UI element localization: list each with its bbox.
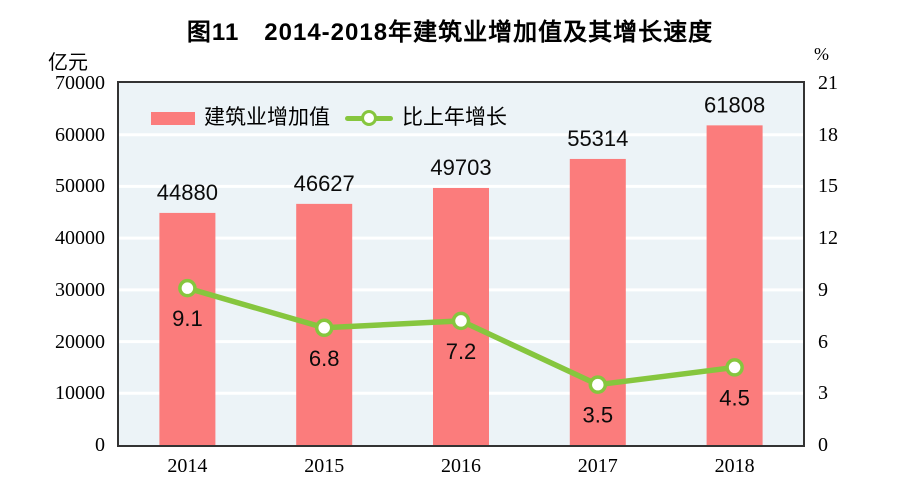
y-axis-tick-right-21: 21	[818, 72, 838, 94]
x-axis-label-2015: 2015	[304, 455, 345, 477]
bar-value-label-2015: 46627	[294, 171, 355, 196]
y-axis-tick-left-60000: 60000	[55, 123, 105, 146]
y-axis-tick-left-20000: 20000	[55, 330, 105, 353]
line-value-label-2016: 7.2	[446, 339, 477, 364]
line-value-label-2017: 3.5	[583, 403, 614, 428]
line-point-marker-2017	[588, 375, 608, 394]
legend: 建筑业增加值 比上年增长	[151, 105, 507, 131]
line-value-label-2014: 9.1	[172, 306, 203, 331]
bar-value-label-2017: 55314	[567, 126, 628, 151]
y-axis-tick-right-3: 3	[818, 382, 828, 405]
y-axis-tick-left-40000: 40000	[55, 227, 105, 250]
y-axis-tick-left-10000: 10000	[55, 382, 105, 405]
bar-2018	[706, 125, 763, 445]
line-point-marker-2014	[178, 278, 197, 298]
y-axis-tick-right-0: 0	[818, 434, 828, 456]
x-axis-label-2017: 2017	[577, 455, 618, 477]
y-axis-tick-right-6: 6	[818, 330, 828, 353]
legend-label-bar-series: 建筑业增加值	[204, 106, 330, 129]
y-axis-tick-right-12: 12	[818, 227, 838, 250]
x-axis-label-2014: 2014	[167, 455, 208, 477]
bar-value-label-2014: 44880	[157, 180, 218, 205]
line-point-marker-2018	[725, 358, 744, 377]
x-axis-label-2016: 2016	[441, 455, 481, 477]
bar-2017	[569, 158, 626, 445]
line-value-label-2015: 6.8	[309, 346, 340, 371]
bar-value-label-2018: 61808	[704, 92, 765, 117]
line-point-marker-2016	[451, 311, 471, 331]
y-axis-tick-left-50000: 50000	[55, 175, 105, 198]
y-axis-tick-right-15: 15	[818, 175, 838, 198]
right-axis-unit-label: %	[814, 44, 829, 64]
legend-line-marker-icon	[361, 110, 377, 126]
legend-line-swatch	[345, 108, 393, 128]
plot-canvas: 44880 46627 49703 55314 61808 9.1 6.8 7.2 3.5 4.5	[119, 92, 803, 445]
y-axis-tick-right-9: 9	[818, 278, 828, 301]
line-value-label-2018: 4.5	[719, 385, 750, 410]
y-axis-tick-right-18: 18	[818, 123, 838, 146]
bar-2014	[159, 212, 216, 445]
bar-value-label-2016: 49703	[430, 155, 491, 180]
chart-title: 图11 2014-2018年建筑业增加值及其增长速度	[186, 19, 714, 46]
legend-bar-swatch	[151, 111, 195, 125]
y-axis-tick-left-0: 0	[95, 434, 105, 456]
plot-area: 44880 46627 49703 55314 61808 9.1 6.8 7.2 3.5 4.5	[117, 81, 805, 447]
line-point-marker-2015	[314, 318, 334, 338]
y-axis-tick-left-70000: 70000	[55, 72, 105, 94]
left-axis-unit-label: 亿元	[48, 52, 88, 74]
legend-label-line-series: 比上年增长	[402, 106, 507, 129]
y-axis-tick-left-30000: 30000	[55, 278, 105, 301]
x-axis-label-2018: 2018	[714, 455, 755, 477]
